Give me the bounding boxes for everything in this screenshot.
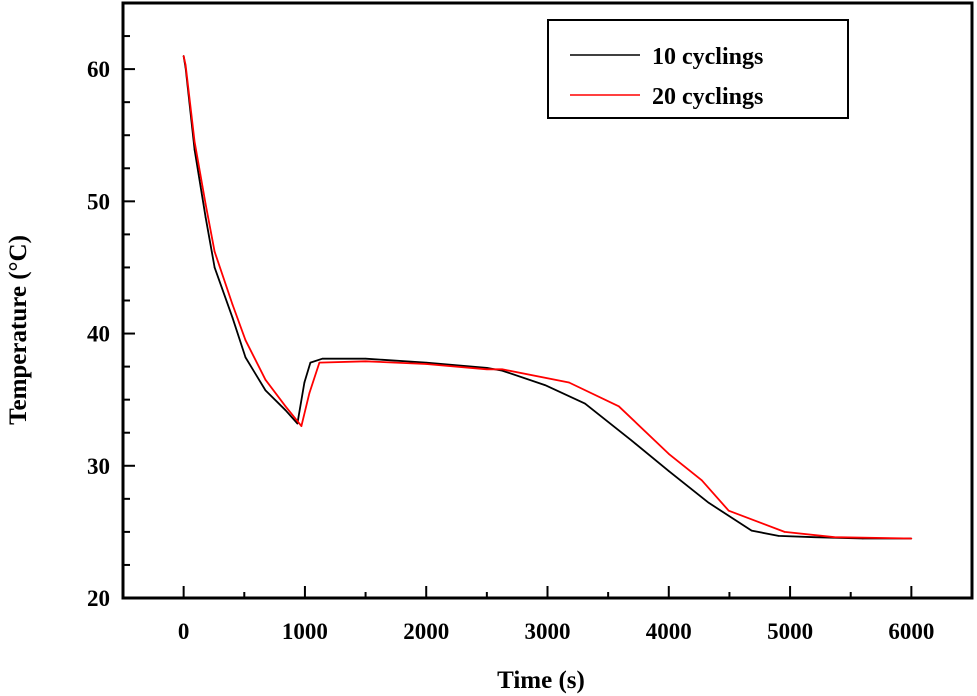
data-point xyxy=(584,402,586,405)
data-point xyxy=(486,368,488,371)
data-point xyxy=(700,479,703,482)
data-point xyxy=(321,357,324,360)
data-point xyxy=(707,502,710,504)
x-axis-title: Time (s) xyxy=(497,667,585,694)
data-point xyxy=(264,379,267,381)
data-point xyxy=(308,392,311,394)
y-axis-title: Temperature (°C) xyxy=(5,235,32,425)
data-point xyxy=(425,363,428,365)
y-tick-label: 20 xyxy=(87,586,110,611)
y-tick-label: 30 xyxy=(87,454,110,479)
x-tick-label: 1000 xyxy=(282,619,328,644)
x-tick-label: 6000 xyxy=(888,619,934,644)
data-point xyxy=(182,55,185,57)
data-point xyxy=(213,266,216,269)
data-point xyxy=(204,216,207,218)
data-point xyxy=(213,250,216,253)
data-point xyxy=(910,537,913,540)
x-tick-label: 0 xyxy=(178,619,190,644)
data-point xyxy=(193,141,196,143)
data-point xyxy=(667,470,670,472)
data-point xyxy=(813,536,816,538)
data-point xyxy=(318,361,321,364)
data-point xyxy=(544,384,546,386)
data-point xyxy=(184,64,187,66)
data-point xyxy=(425,361,428,364)
legend-box xyxy=(547,19,849,119)
y-tick-label: 40 xyxy=(87,322,110,347)
x-tick-label: 4000 xyxy=(646,619,692,644)
data-point xyxy=(833,536,836,538)
data-point xyxy=(667,453,670,455)
data-point xyxy=(618,405,620,408)
data-point xyxy=(204,203,207,205)
data-point xyxy=(193,148,196,151)
data-point xyxy=(244,356,247,359)
data-point xyxy=(568,381,570,384)
data-point xyxy=(777,535,780,537)
data-point xyxy=(296,422,299,425)
data-point xyxy=(309,361,312,364)
data-point xyxy=(783,531,786,533)
data-point xyxy=(364,360,367,363)
legend: 10 cyclings 20 cyclings xyxy=(547,19,849,119)
x-tick-label: 5000 xyxy=(767,619,813,644)
data-point xyxy=(264,389,267,392)
data-point xyxy=(244,339,247,341)
legend-label-20-cyclings: 20 cyclings xyxy=(652,84,763,110)
data-point xyxy=(231,316,234,319)
x-tick-label: 2000 xyxy=(403,619,449,644)
series-line-10-cyclings xyxy=(182,55,912,540)
data-point xyxy=(300,425,303,427)
y-tick-label: 50 xyxy=(87,189,110,214)
data-point xyxy=(231,303,234,306)
data-point xyxy=(750,529,753,532)
data-point xyxy=(364,357,367,360)
legend-label-10-cyclings: 10 cyclings xyxy=(652,44,763,70)
data-point xyxy=(630,439,633,442)
y-tick-label: 60 xyxy=(87,57,110,82)
data-point xyxy=(303,381,306,384)
data-point xyxy=(486,367,488,369)
data-point xyxy=(284,405,287,408)
x-tick-label: 3000 xyxy=(525,619,571,644)
data-point xyxy=(501,368,503,371)
series-line-20-cyclings xyxy=(182,55,912,540)
data-point xyxy=(284,409,287,412)
data-point xyxy=(727,509,730,512)
